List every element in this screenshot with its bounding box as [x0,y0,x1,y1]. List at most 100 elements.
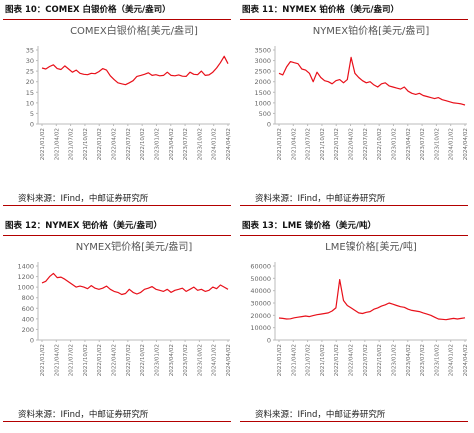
y-tick-label: 0 [30,337,34,345]
x-tick-label: 2024/01/02 [449,128,455,160]
x-tick-label: 2022/07/02 [126,344,132,376]
x-tick-label: 2022/04/02 [112,128,118,160]
y-tick-label: 3000 [254,57,271,65]
x-tick-label: 2021/01/02 [40,344,46,376]
x-tick-label: 2023/04/02 [169,344,175,376]
x-tick-label: 2022/10/02 [140,344,146,376]
x-tick-label: 2024/01/02 [212,344,218,376]
source-note: 资料来源：IFind，中邮证券研究所 [18,194,149,204]
x-tick-label: 2024/04/02 [463,128,469,160]
figure-header: 图表 10：COMEX 白银价格（美元/盎司） [3,2,231,20]
source-divider [240,421,468,422]
figure-label: 图表 10：COMEX 白银价格（美元/盎司） [5,5,171,15]
x-tick-label: 2023/01/02 [154,128,160,160]
chart-panel-comex-silver: 图表 10：COMEX 白银价格（美元/盎司） COMEX白银价格[美元/盎司]… [0,0,237,216]
y-tick-label: 30 [26,57,34,65]
y-tick-label: 0 [30,121,34,129]
source-divider [3,421,231,422]
x-tick-label: 2023/10/02 [434,128,440,160]
y-tick-label: 15 [26,89,34,97]
x-tick-label: 2023/07/02 [183,128,189,160]
x-tick-label: 2021/01/02 [277,344,283,376]
y-tick-label: 500 [259,110,271,118]
x-tick-label: 2022/07/02 [126,128,132,160]
source-note: 资料来源：IFind，中邮证券研究所 [18,410,149,420]
x-tick-label: 2023/10/02 [197,344,203,376]
x-tick-label: 2021/04/02 [291,128,297,160]
series-line [41,272,229,296]
y-tick-label: 0 [267,121,271,129]
x-tick-label: 2022/04/02 [349,344,355,376]
y-tick-label: 40000 [250,287,271,295]
source-note: 资料来源：IFind，中邮证券研究所 [255,194,386,204]
x-tick-label: 2023/07/02 [420,128,426,160]
x-tick-label: 2024/04/02 [463,344,469,376]
y-tick-label: 10 [26,99,34,107]
x-tick-label: 2023/10/02 [434,344,440,376]
y-tick-label: 30000 [250,300,271,308]
line-chart-nymex-palladium: NYMEX钯价格[美元/盎司] 0 200 400 600 800 1000 1200 1400… [17,240,232,376]
source-divider [3,205,231,206]
x-tick-label: 2023/01/02 [154,344,160,376]
x-tick-label: 2022/10/02 [377,344,383,376]
x-tick-label: 2023/04/02 [169,128,175,160]
y-tick-label: 1000 [17,284,34,292]
x-tick-label: 2022/04/02 [112,344,118,376]
y-tick-label: 1400 [17,263,34,271]
figure-header: 图表 13：LME 镍价格（美元/吨） [240,218,468,236]
y-tick-label: 35 [26,47,34,55]
x-tick-label: 2021/07/02 [69,344,75,376]
x-tick-label: 2022/07/02 [363,128,369,160]
y-tick-label: 1000 [254,99,271,107]
series-line [278,279,466,321]
chart-title: LME镍价格[美元/吨] [325,240,417,253]
source-divider [240,205,468,206]
x-tick-label: 2021/10/02 [320,128,326,160]
x-tick-label: 2021/07/02 [306,128,312,160]
x-tick-label: 2021/04/02 [291,344,297,376]
series-line [41,55,229,86]
figure-header: 图表 12：NYMEX 钯价格（美元/盎司） [3,218,231,236]
line-chart-comex-silver: COMEX白银价格[美元/盎司] 0 5 10 15 20 25 30 35 2021/01/02… [26,24,232,160]
x-tick-label: 2023/07/02 [183,344,189,376]
y-tick-label: 3500 [254,47,271,55]
x-tick-label: 2023/01/02 [391,128,397,160]
line-chart-lme-nickel: LME镍价格[美元/吨] 0 10000 20000 30000 40000 50000 60… [250,240,469,376]
y-tick-label: 20000 [250,312,271,320]
chart-title: COMEX白银价格[美元/盎司] [70,24,198,37]
x-tick-label: 2022/01/02 [97,344,103,376]
x-tick-label: 2023/04/02 [406,344,412,376]
y-tick-label: 200 [22,326,34,334]
y-tick-label: 5 [30,110,34,118]
source-note: 资料来源：IFind，中邮证券研究所 [255,410,386,420]
chart-panel-lme-nickel: 图表 13：LME 镍价格（美元/吨） LME镍价格[美元/吨] 0 10000 20… [237,216,474,432]
x-tick-label: 2021/01/02 [277,128,283,160]
y-tick-label: 1500 [254,89,271,97]
y-tick-label: 2500 [254,68,271,76]
y-tick-label: 60000 [250,263,271,271]
y-tick-label: 10000 [250,324,271,332]
x-tick-label: 2023/01/02 [391,344,397,376]
x-tick-label: 2024/01/02 [212,128,218,160]
x-tick-label: 2024/01/02 [449,344,455,376]
y-tick-label: 50000 [250,275,271,283]
figure-label: 图表 11：NYMEX 铂价格（美元/盎司） [242,5,399,15]
chart-title: NYMEX钯价格[美元/盎司] [76,240,193,253]
x-tick-label: 2022/04/02 [349,128,355,160]
x-tick-label: 2022/01/02 [334,344,340,376]
x-tick-label: 2022/01/02 [97,128,103,160]
x-tick-label: 2022/10/02 [140,128,146,160]
x-tick-label: 2024/04/02 [226,344,232,376]
y-tick-label: 0 [267,337,271,345]
x-tick-label: 2022/10/02 [377,128,383,160]
chart-panel-nymex-platinum: 图表 11：NYMEX 铂价格（美元/盎司） NYMEX铂价格[美元/盎司] 0 5… [237,0,474,216]
x-tick-label: 2021/01/02 [40,128,46,160]
x-tick-label: 2024/04/02 [226,128,232,160]
figure-label: 图表 13：LME 镍价格（美元/吨） [242,221,377,231]
y-tick-label: 2000 [254,78,271,86]
series-line [278,56,466,106]
figure-label: 图表 12：NYMEX 钯价格（美元/盎司） [5,221,162,231]
figure-header: 图表 11：NYMEX 铂价格（美元/盎司） [240,2,468,20]
x-tick-label: 2021/07/02 [306,344,312,376]
y-tick-label: 400 [22,315,34,323]
